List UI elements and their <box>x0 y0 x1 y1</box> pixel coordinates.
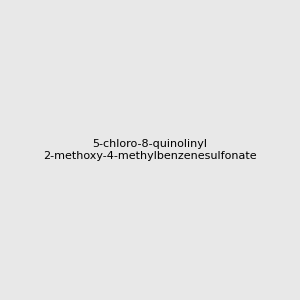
Text: 5-chloro-8-quinolinyl
2-methoxy-4-methylbenzenesulfonate: 5-chloro-8-quinolinyl 2-methoxy-4-methyl… <box>43 139 257 161</box>
